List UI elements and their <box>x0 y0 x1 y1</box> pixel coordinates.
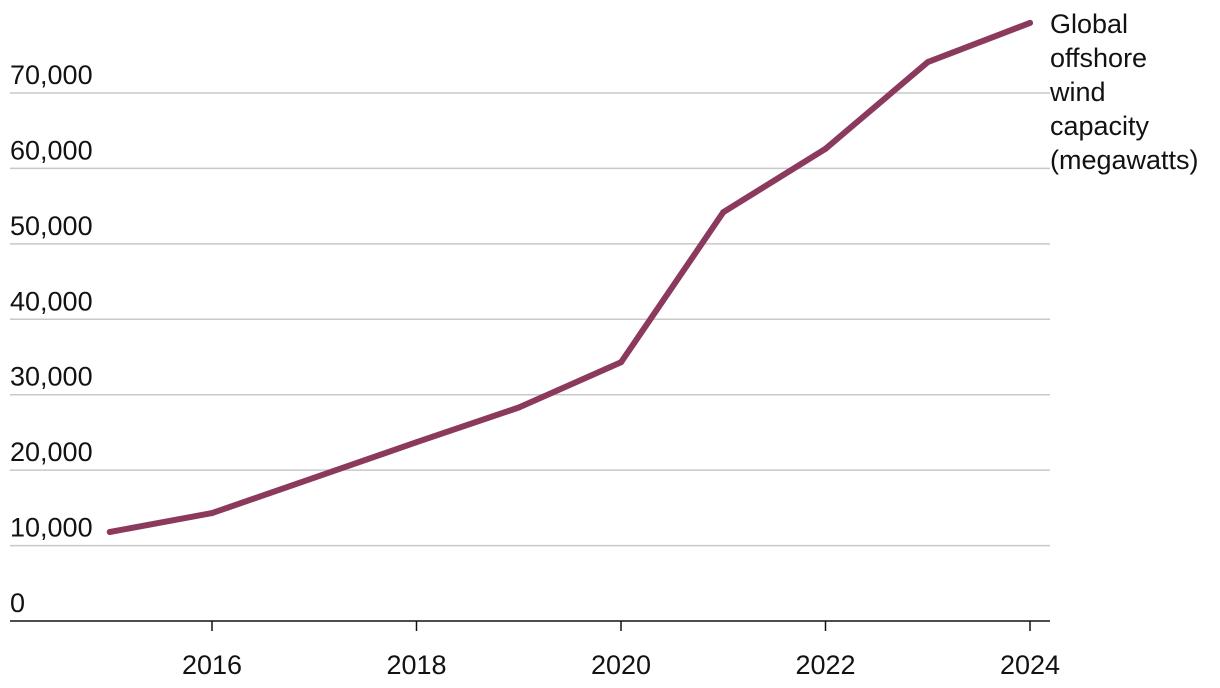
x-tick-label: 2020 <box>591 650 651 680</box>
series-lines <box>106 19 1033 535</box>
y-tick-label: 10,000 <box>10 513 93 543</box>
x-tick-label: 2018 <box>386 650 446 680</box>
data-point-2017 <box>311 474 318 481</box>
data-point-2018 <box>413 439 420 446</box>
data-point-2016 <box>209 510 215 517</box>
data-point-2024 <box>1027 19 1033 26</box>
series-label-line: Global <box>1050 9 1128 39</box>
series-label-line: capacity <box>1050 111 1150 141</box>
y-tick-label: 40,000 <box>10 286 93 316</box>
x-tick-label: 2016 <box>182 650 242 680</box>
y-tick-label: 20,000 <box>10 437 93 467</box>
y-tick-label: 60,000 <box>10 135 93 165</box>
x-tick-label: 2024 <box>1000 650 1060 680</box>
y-tick-label: 0 <box>10 588 25 618</box>
data-point-2020 <box>618 359 624 366</box>
data-point-2022 <box>822 145 829 152</box>
data-point-2021 <box>720 209 727 216</box>
y-tick-label: 70,000 <box>10 60 93 90</box>
data-point-2015 <box>106 528 113 535</box>
x-tick-label: 2022 <box>795 650 855 680</box>
series-label: Global offshore wind capacity (megawatts) <box>1049 9 1199 175</box>
y-axis-tick-labels: 0 10,000 20,000 30,000 40,000 50,000 60,000 70,… <box>10 60 93 618</box>
series-label-line: wind <box>1049 77 1106 107</box>
series-line <box>106 19 1033 535</box>
data-point-2023 <box>924 59 931 66</box>
series-label-line: (megawatts) <box>1050 145 1199 175</box>
x-axis: 2016 2018 2020 2022 2024 <box>10 620 1060 680</box>
y-tick-label: 50,000 <box>10 211 93 241</box>
series-label-line: offshore <box>1050 43 1147 73</box>
gridlines <box>10 92 1050 547</box>
series-direct-labels: Global offshore wind capacity (megawatts) <box>1049 9 1199 175</box>
y-tick-label: 30,000 <box>10 362 93 392</box>
data-point-2019 <box>515 404 522 411</box>
